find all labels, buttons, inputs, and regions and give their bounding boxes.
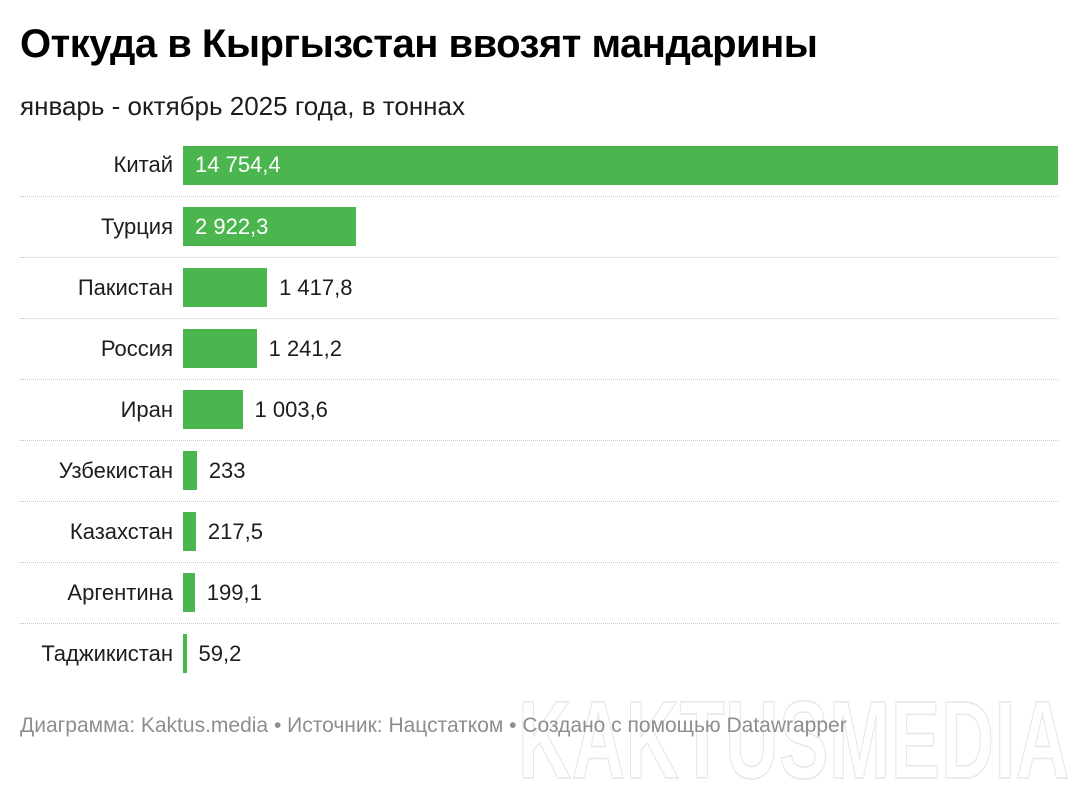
bar-row: Россия 1 241,2	[20, 317, 1058, 379]
bar-track: 59,2	[183, 634, 1058, 674]
bar: 2 922,3	[183, 207, 357, 247]
bar-row: Турция 2 922,3	[20, 195, 1058, 257]
bar	[183, 573, 195, 613]
value-label-outside: 233	[208, 457, 246, 483]
value-label-inside: 2 922,3	[195, 213, 269, 239]
bar-track: 2 922,3	[183, 207, 1058, 247]
bar-row: Таджикистан 59,2	[20, 622, 1058, 684]
value-label-outside: 1 003,6	[254, 396, 328, 422]
bar	[183, 634, 187, 674]
value-label-outside: 1 417,8	[279, 274, 353, 300]
kaktusmedia-watermark: KAKTUSMEDIA	[518, 679, 1070, 802]
bar	[183, 329, 257, 369]
chart-title: Откуда в Кыргызстан ввозят мандарины	[20, 22, 818, 66]
category-label: Турция	[101, 213, 173, 239]
bar-track: 1 417,8	[183, 268, 1058, 308]
bar: 14 754,4	[183, 145, 1058, 185]
bar-track: 1 003,6	[183, 390, 1058, 430]
category-label: Россия	[100, 335, 173, 361]
bar	[183, 451, 197, 491]
bar-row: Узбекистан 233	[20, 439, 1058, 501]
bar-row: Казахстан 217,5	[20, 500, 1058, 562]
chart-subtitle: январь - октябрь 2025 года, в тоннах	[20, 91, 465, 121]
bar	[183, 390, 243, 430]
bar	[183, 268, 268, 308]
category-label: Аргентина	[67, 579, 173, 605]
category-label: Казахстан	[69, 518, 173, 544]
bar-row: Китай 14 754,4	[20, 135, 1058, 196]
bar-track: 233	[183, 451, 1058, 491]
bar-row: Пакистан 1 417,8	[20, 256, 1058, 318]
bar-track: 217,5	[183, 512, 1058, 552]
value-label-inside: 14 754,4	[195, 152, 281, 178]
category-label: Таджикистан	[41, 640, 173, 666]
bar	[183, 512, 196, 552]
bar-track: 1 241,2	[183, 329, 1058, 369]
category-label: Пакистан	[77, 274, 173, 300]
bar-row: Иран 1 003,6	[20, 378, 1058, 440]
value-label-outside: 199,1	[206, 579, 262, 605]
bar-chart: Китай 14 754,4 Турция 2 922,3 Пакистан 1 417,…	[20, 135, 1058, 684]
category-label: Узбекистан	[58, 457, 173, 483]
value-label-outside: 59,2	[198, 640, 242, 666]
attribution-footer: Диаграмма: Kaktus.media • Источник: Нацс…	[20, 713, 847, 737]
category-label: Китай	[113, 152, 173, 178]
chart-card: Откуда в Кыргызстан ввозят мандарины янв…	[0, 20, 1080, 796]
category-label: Иран	[120, 396, 173, 422]
value-label-outside: 1 241,2	[268, 335, 342, 361]
bar-row: Аргентина 199,1	[20, 561, 1058, 623]
value-label-outside: 217,5	[207, 518, 263, 544]
bar-track: 14 754,4	[183, 145, 1058, 185]
bar-track: 199,1	[183, 573, 1058, 613]
